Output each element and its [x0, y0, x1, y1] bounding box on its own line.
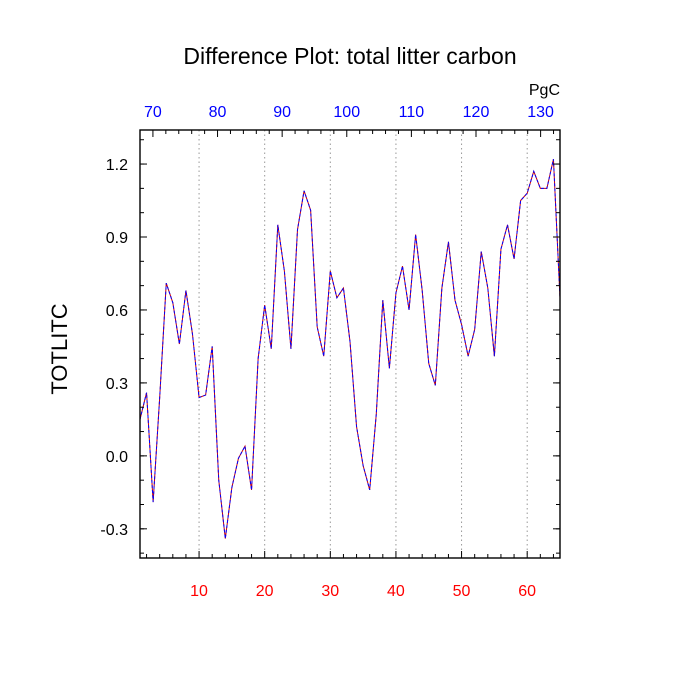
plot-frame: [139, 129, 561, 559]
top-axis-units: PgC: [529, 82, 560, 99]
x-tick-label-bottom: 30: [321, 583, 339, 600]
x-tick-label-bottom: 40: [387, 583, 405, 600]
y-tick-label: 0.0: [106, 449, 128, 466]
grid-lines: [198, 130, 528, 558]
x-tick-label-top: 90: [273, 104, 291, 121]
x-tick-label-top: 120: [463, 104, 490, 121]
x-tick-label-top: 110: [399, 104, 425, 121]
y-tick-label: 0.3: [106, 376, 128, 393]
series-lines: [139, 159, 561, 539]
x-tick-label-top: 100: [333, 104, 360, 121]
axes: 1.2 0.9 0.6 0.3 0.0 -0.3 10 20 30 40 50 60 70 80 90 100…: [100, 104, 561, 600]
x-tick-label-top: 70: [144, 104, 162, 121]
x-tick-label-bottom: 20: [256, 583, 274, 600]
y-tick-label: 0.6: [106, 303, 128, 320]
x-tick-label-bottom: 50: [453, 583, 471, 600]
x-tick-label-top: 130: [527, 104, 554, 121]
series-line-overlay: [139, 159, 561, 539]
y-tick-label: -0.3: [100, 522, 128, 539]
series-line: [139, 159, 561, 539]
y-tick-label: 1.2: [106, 157, 128, 174]
x-tick-label-bottom: 10: [190, 583, 208, 600]
x-tick-label-bottom: 60: [518, 583, 536, 600]
y-tick-label: 0.9: [106, 230, 128, 247]
x-tick-label-top: 80: [209, 104, 227, 121]
chart-title: Difference Plot: total litter carbon: [183, 43, 516, 69]
y-axis-label: TOTLITC: [47, 303, 72, 394]
